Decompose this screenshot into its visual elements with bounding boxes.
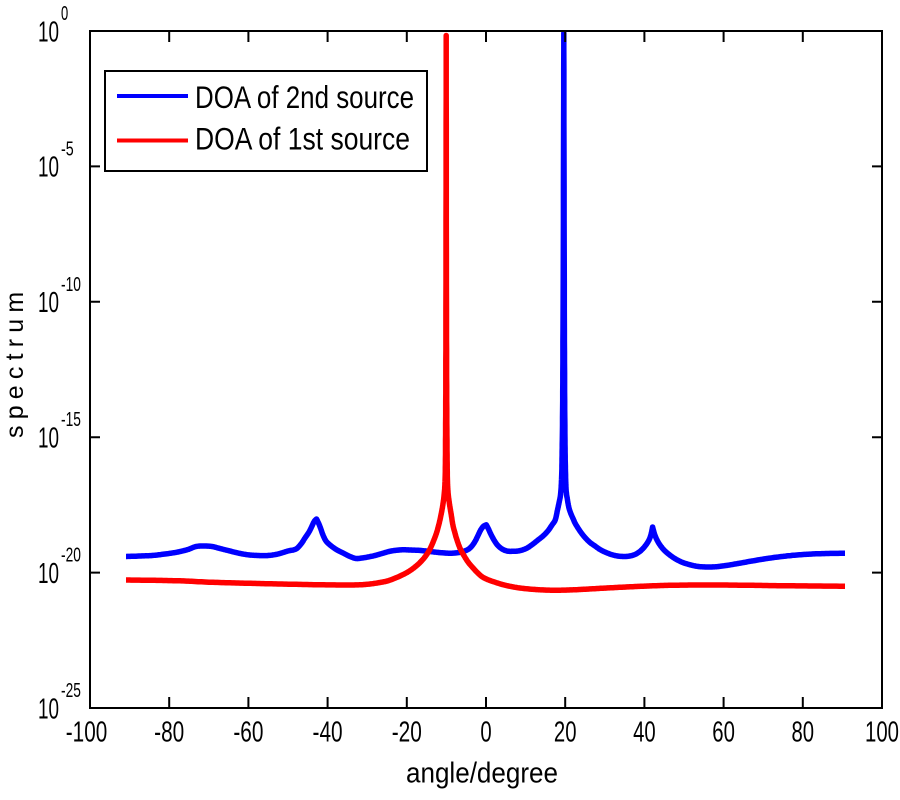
svg-text:-40: -40 <box>313 717 343 749</box>
svg-text:-20: -20 <box>61 544 81 567</box>
svg-text:-60: -60 <box>233 717 263 749</box>
svg-text:60: 60 <box>712 717 735 749</box>
svg-text:-100: -100 <box>66 717 107 749</box>
svg-text:100: 100 <box>865 717 899 749</box>
svg-text:10: 10 <box>38 287 59 319</box>
svg-text:10: 10 <box>38 16 59 48</box>
svg-text:10: 10 <box>38 152 59 184</box>
svg-text:DOA of 1st source: DOA of 1st source <box>195 121 410 157</box>
svg-text:angle/degree: angle/degree <box>406 758 558 790</box>
svg-text:10: 10 <box>38 558 59 590</box>
svg-text:spectrum: spectrum <box>1 286 29 438</box>
svg-text:-20: -20 <box>392 717 422 749</box>
svg-text:10: 10 <box>38 693 59 725</box>
svg-text:10: 10 <box>38 423 59 455</box>
svg-text:DOA of 2nd source: DOA of 2nd source <box>195 79 414 115</box>
svg-text:80: 80 <box>792 717 815 749</box>
svg-text:0: 0 <box>61 2 68 25</box>
svg-text:40: 40 <box>633 717 656 749</box>
svg-text:-10: -10 <box>61 273 81 296</box>
svg-text:0: 0 <box>480 717 491 749</box>
svg-text:20: 20 <box>554 717 577 749</box>
svg-text:-15: -15 <box>61 408 81 431</box>
svg-text:-5: -5 <box>61 137 74 160</box>
svg-text:-80: -80 <box>154 717 184 749</box>
svg-text:-25: -25 <box>61 679 81 702</box>
